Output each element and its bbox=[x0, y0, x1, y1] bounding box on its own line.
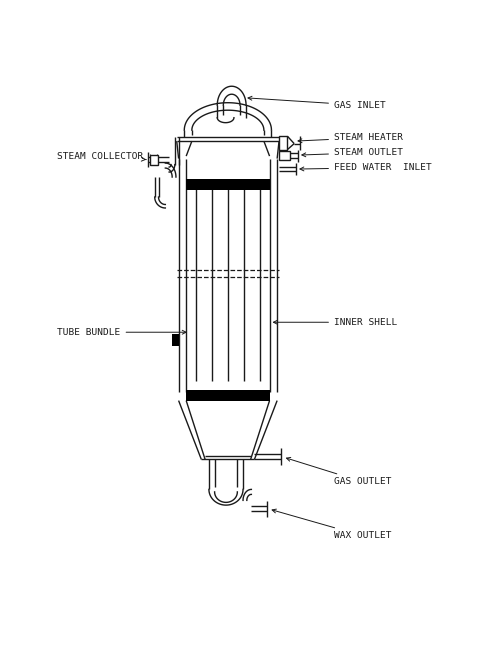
Text: GAS OUTLET: GAS OUTLET bbox=[286, 457, 391, 487]
Text: STEAM OUTLET: STEAM OUTLET bbox=[301, 148, 402, 157]
Bar bbox=[279, 151, 289, 160]
Text: WAX OUTLET: WAX OUTLET bbox=[272, 509, 391, 540]
Text: STEAM COLLECTOR: STEAM COLLECTOR bbox=[57, 152, 146, 161]
Text: INNER SHELL: INNER SHELL bbox=[273, 318, 396, 327]
Text: STEAM HEATER: STEAM HEATER bbox=[298, 133, 402, 143]
Text: GAS INLET: GAS INLET bbox=[247, 97, 385, 110]
Bar bbox=[171, 334, 179, 345]
Bar bbox=[186, 179, 269, 190]
Bar bbox=[186, 389, 269, 400]
Text: FEED WATER  INLET: FEED WATER INLET bbox=[299, 163, 431, 172]
Bar bbox=[150, 155, 158, 165]
Text: TUBE BUNDLE: TUBE BUNDLE bbox=[57, 328, 186, 337]
Bar bbox=[279, 135, 287, 150]
